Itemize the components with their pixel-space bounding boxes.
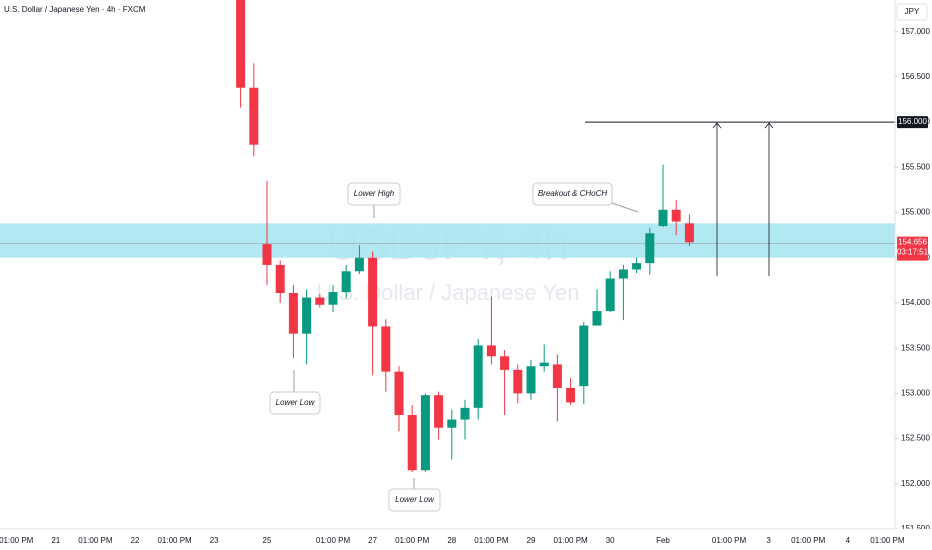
annotation: Lower High (354, 189, 395, 198)
x-tick-label: 23 (210, 536, 219, 545)
x-tick-label: 28 (447, 536, 456, 545)
x-tick-label: 01:00 PM (316, 536, 351, 545)
last-price-box (897, 236, 928, 261)
x-tick-label: 01:00 PM (553, 536, 588, 545)
time-axis-bg (0, 529, 932, 550)
x-tick-label: Feb (656, 536, 670, 545)
candle-body (420, 395, 430, 471)
callout-box (347, 182, 401, 206)
y-tick-label: 154.000 (901, 298, 930, 307)
currency-box (896, 3, 928, 21)
x-tick-label: 3 (766, 536, 771, 545)
annotation: Lower Low (276, 398, 316, 407)
x-tick-label: 01:00 PM (78, 536, 113, 545)
candle-body (262, 244, 272, 265)
level-label: 156.000 (898, 117, 927, 126)
candle-body (645, 233, 655, 264)
candle-body (302, 297, 312, 334)
callout-pointer (611, 202, 639, 213)
y-tick-label: 151.500 (901, 524, 930, 533)
y-tick-label: 157.000 (901, 27, 930, 36)
callout-box (532, 182, 613, 206)
y-tick-label: 153.000 (901, 388, 930, 397)
candle-body (552, 364, 562, 388)
candle-body (500, 356, 510, 370)
candle-body (579, 325, 589, 387)
candle-body (394, 371, 404, 416)
y-tick-label: 153.500 (901, 343, 930, 352)
candle-body (460, 407, 470, 420)
candle-body (288, 292, 298, 334)
y-tick-label: 152.500 (901, 434, 930, 443)
x-tick-label: 01:00 PM (791, 536, 826, 545)
currency: JPY (905, 7, 920, 16)
x-tick-label: 30 (606, 536, 615, 545)
candle-body (315, 297, 325, 305)
callout-box (269, 391, 321, 415)
candle-body (381, 326, 391, 372)
annotation: Breakout & CHoCH (538, 189, 608, 198)
last-price-label: 154.656 (898, 238, 927, 247)
chart-title: U.S. Dollar / Japanese Yen · 4h · FXCM (4, 5, 146, 14)
arrow-head (764, 122, 774, 129)
y-tick-label: 155.000 (901, 208, 930, 217)
countdown: 03:17:51 (897, 248, 929, 257)
candle-body (407, 415, 417, 471)
candle-body (486, 345, 496, 357)
x-tick-label: 4 (846, 536, 851, 545)
candle-body (236, 0, 246, 88)
candle-body (658, 209, 668, 227)
level-box (897, 116, 928, 129)
x-tick-label: 21 (51, 536, 60, 545)
arrow-head (712, 122, 722, 129)
candle-body (341, 271, 351, 293)
candle-body (592, 311, 602, 326)
candle-body (539, 362, 549, 367)
candle-body (354, 257, 364, 272)
candle-body (566, 387, 576, 403)
x-tick-label: 29 (527, 536, 536, 545)
x-tick-label: 01:00 PM (0, 536, 34, 545)
x-tick-label: 01:00 PM (870, 536, 905, 545)
y-tick-label: 152.000 (901, 479, 930, 488)
candle-body (368, 257, 378, 327)
candle-body (632, 263, 642, 270)
candle-body (275, 264, 285, 293)
annotation: Lower Low (395, 495, 435, 504)
callout-box (388, 488, 441, 512)
candle-body (249, 87, 259, 145)
candle-body (447, 419, 457, 428)
y-tick-label: 156.500 (901, 72, 930, 81)
x-tick-label: 01:00 PM (712, 536, 747, 545)
x-tick-label: 25 (263, 536, 272, 545)
plot-area: USDJPY, 4h U.S. Dollar / Japanese Yen Lo… (0, 0, 895, 512)
watermark-subtitle: U.S. Dollar / Japanese Yen (317, 280, 580, 305)
candle-body (684, 223, 694, 243)
candle-body (618, 269, 628, 279)
candle-body (671, 209, 681, 222)
candle-body (526, 366, 536, 394)
x-tick-label: 27 (368, 536, 377, 545)
candle-body (473, 345, 483, 408)
candle-body (434, 395, 444, 428)
y-tick-label: 155.500 (901, 162, 930, 171)
x-tick-label: 01:00 PM (157, 536, 192, 545)
candle-body (513, 369, 523, 394)
x-tick-label: 22 (131, 536, 140, 545)
x-tick-label: 01:00 PM (474, 536, 509, 545)
candle-body (328, 292, 338, 305)
x-tick-label: 01:00 PM (395, 536, 430, 545)
zone (0, 223, 895, 258)
candle-body (605, 278, 615, 312)
